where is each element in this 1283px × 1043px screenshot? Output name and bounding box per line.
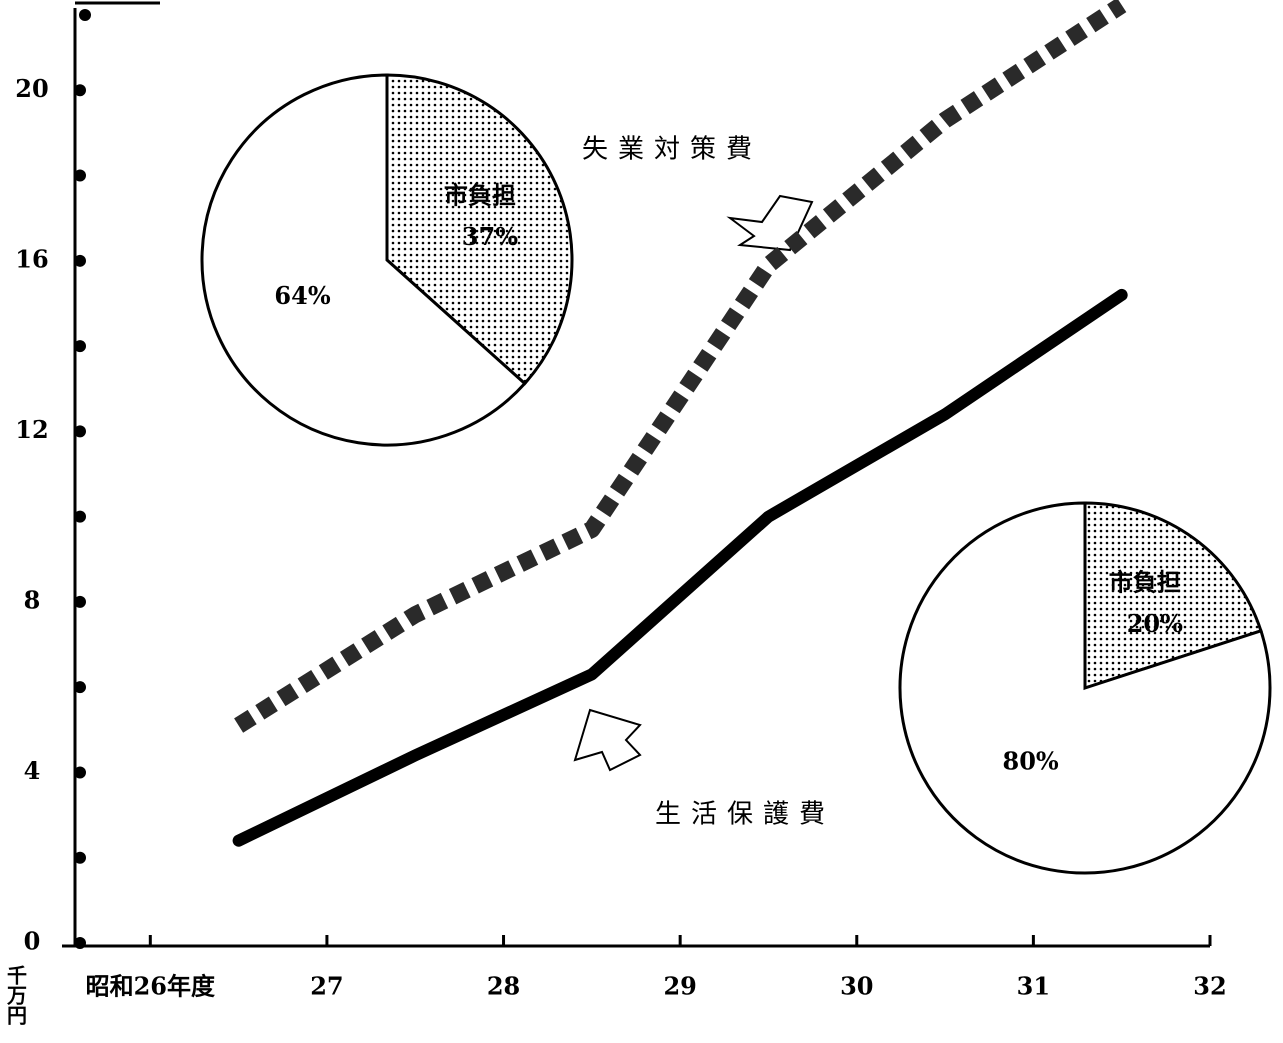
pie-category-label: 市負担 — [444, 182, 516, 210]
pie-value-label: 80% — [1003, 746, 1059, 775]
x-tick-label: 28 — [487, 972, 520, 1001]
pie-value-label: 20% — [1127, 609, 1183, 638]
x-tick-label: 27 — [310, 972, 343, 1001]
series-line — [234, 0, 1127, 733]
y-minor-dot — [74, 681, 86, 694]
y-minor-dot — [74, 510, 86, 523]
y-tick-label: 12 — [15, 415, 48, 444]
series-label: 失業対策費 — [582, 135, 762, 165]
y-axis-label: 千万円 — [4, 965, 28, 1025]
x-tick-label: 昭和26年度 — [86, 972, 216, 1001]
y-tick-dot — [74, 425, 86, 438]
x-tick-label: 30 — [840, 972, 873, 1001]
pie-value-label: 37% — [462, 222, 518, 251]
pie-category-label: 市負担 — [1109, 569, 1181, 597]
x-tick-label: 31 — [1017, 972, 1050, 1001]
x-tick-label: 29 — [663, 972, 696, 1001]
pie-slice — [385, 73, 574, 386]
pie-value-label: 64% — [274, 281, 330, 310]
pie-slice — [1083, 501, 1263, 691]
pie-slice — [898, 501, 1272, 875]
y-tick-dot — [74, 84, 86, 97]
y-tick-dot — [74, 766, 86, 779]
y-tick-dot — [74, 595, 86, 608]
pie-slice — [200, 73, 527, 447]
y-tick-label: 0 — [24, 927, 41, 956]
series-line — [232, 288, 1128, 847]
arrow — [573, 708, 642, 772]
y-minor-dot — [74, 340, 86, 353]
y-minor-dot — [74, 851, 86, 864]
y-tick-label: 20 — [15, 74, 48, 103]
y-tick-dot — [74, 254, 86, 267]
x-tick-label: 32 — [1193, 972, 1226, 1001]
y-minor-dot — [79, 9, 91, 21]
y-tick-label: 8 — [24, 585, 41, 614]
y-minor-dot — [74, 169, 86, 182]
y-tick-label: 16 — [15, 244, 48, 273]
y-tick-dot — [74, 937, 86, 949]
series-label: 生活保護費 — [655, 800, 835, 830]
y-tick-label: 4 — [24, 756, 41, 785]
